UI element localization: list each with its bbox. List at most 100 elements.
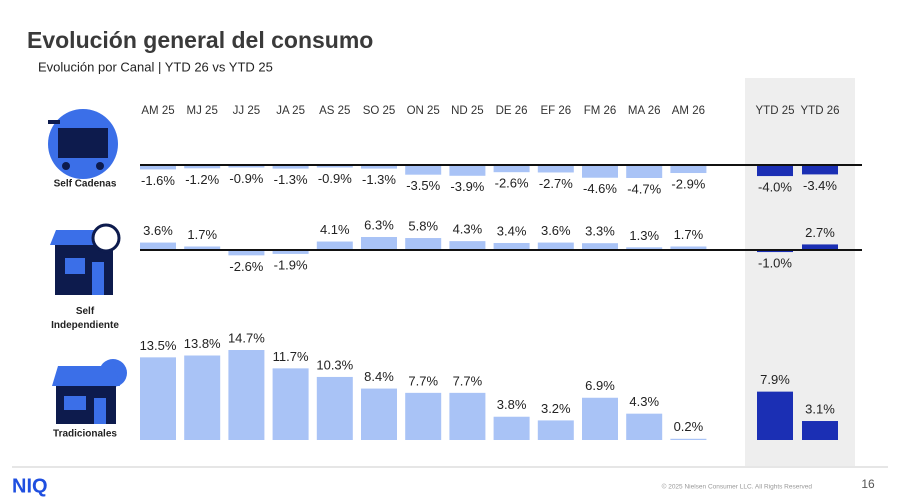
bar <box>140 357 176 440</box>
bar <box>449 165 486 176</box>
value-label: 4.1% <box>320 222 350 237</box>
bar <box>537 420 574 440</box>
value-label: -0.9% <box>229 171 263 186</box>
bar <box>670 246 707 250</box>
bar <box>670 165 707 174</box>
value-label: -1.0% <box>758 256 792 271</box>
value-label: -4.6% <box>583 181 617 196</box>
title: Evolución general del consumo <box>27 27 373 53</box>
page-number: 16 <box>861 477 875 491</box>
bar <box>361 165 397 169</box>
icon-tradicionales <box>52 359 127 424</box>
value-label: -3.5% <box>406 178 440 193</box>
value-label: -4.7% <box>627 181 661 196</box>
value-label: 2.7% <box>805 225 835 240</box>
bar <box>582 165 618 178</box>
value-label: 13.8% <box>184 336 221 351</box>
bar <box>757 165 793 177</box>
subtitle: Evolución por Canal | YTD 26 vs YTD 25 <box>38 59 273 74</box>
bar <box>140 242 176 250</box>
value-label: 6.9% <box>585 378 615 393</box>
bar <box>802 421 838 440</box>
bar <box>316 241 353 250</box>
value-label: 5.8% <box>408 218 438 233</box>
bar <box>228 350 265 440</box>
value-label: 4.3% <box>629 394 659 409</box>
series-name-line: Self <box>76 306 95 317</box>
value-label: 3.1% <box>805 401 835 416</box>
category-label: JJ 25 <box>233 105 261 117</box>
value-label: -2.6% <box>495 176 529 191</box>
bar <box>184 165 221 169</box>
value-label: 13.5% <box>140 338 177 353</box>
value-label: -2.7% <box>539 176 573 191</box>
bar <box>316 376 353 440</box>
value-label: 0.2% <box>674 419 704 434</box>
bar <box>802 244 838 250</box>
category-label: YTD 25 <box>756 105 795 117</box>
bar <box>272 250 309 254</box>
bar <box>405 165 442 175</box>
bar <box>757 391 793 440</box>
value-label: 7.9% <box>760 372 790 387</box>
category-label: MA 26 <box>628 105 661 117</box>
bar <box>184 355 221 440</box>
bar <box>361 388 397 440</box>
value-label: 11.7% <box>273 349 309 364</box>
bar <box>272 165 309 169</box>
bar <box>582 397 618 440</box>
value-label: 7.7% <box>408 373 438 388</box>
value-label: 8.4% <box>364 369 394 384</box>
bar <box>140 165 176 170</box>
value-label: 3.3% <box>585 224 615 239</box>
series-name: Self Cadenas <box>54 179 117 190</box>
series-name: Self Independiente <box>51 306 119 331</box>
value-label: -2.9% <box>671 176 705 191</box>
bar <box>184 246 221 250</box>
bar <box>537 242 574 250</box>
value-label: 3.2% <box>541 401 571 416</box>
category-label: DE 26 <box>496 105 528 117</box>
value-label: -0.9% <box>318 171 352 186</box>
category-label: EF 26 <box>540 105 571 117</box>
bar <box>626 247 663 250</box>
bar <box>802 165 838 175</box>
category-label: ON 25 <box>407 105 440 117</box>
bar <box>626 165 663 178</box>
bar <box>582 243 618 250</box>
bar <box>316 165 353 168</box>
value-label: -1.3% <box>274 172 308 187</box>
bar <box>449 241 486 250</box>
bar <box>361 237 397 250</box>
value-label: 1.7% <box>674 227 704 242</box>
series-name: Tradicionales <box>53 429 117 440</box>
bar <box>449 392 486 440</box>
category-label: MJ 25 <box>187 105 218 117</box>
value-label: 3.8% <box>497 397 527 412</box>
bar <box>670 438 707 440</box>
value-label: 1.7% <box>187 227 217 242</box>
bar <box>757 250 793 253</box>
value-label: 3.6% <box>541 223 571 238</box>
bar <box>405 392 442 440</box>
category-label: YTD 26 <box>801 105 840 117</box>
bar <box>493 165 530 173</box>
value-label: -4.0% <box>758 180 792 195</box>
value-label: -1.2% <box>185 172 219 187</box>
category-label: AM 26 <box>672 105 705 117</box>
value-label: -3.4% <box>803 178 837 193</box>
bar <box>405 238 442 250</box>
value-label: -1.9% <box>274 257 308 272</box>
bar <box>537 165 574 173</box>
icon-independiente <box>50 223 121 295</box>
value-label: 10.3% <box>316 357 353 372</box>
category-label: ND 25 <box>451 105 484 117</box>
logo: NIQ <box>12 475 48 497</box>
category-label: AM 25 <box>141 105 174 117</box>
bar <box>228 250 265 256</box>
value-label: 3.4% <box>497 223 527 238</box>
series-name-line: Independiente <box>51 320 119 331</box>
category-label: SO 25 <box>363 105 396 117</box>
bar <box>493 242 530 250</box>
value-label: 6.3% <box>364 217 394 232</box>
